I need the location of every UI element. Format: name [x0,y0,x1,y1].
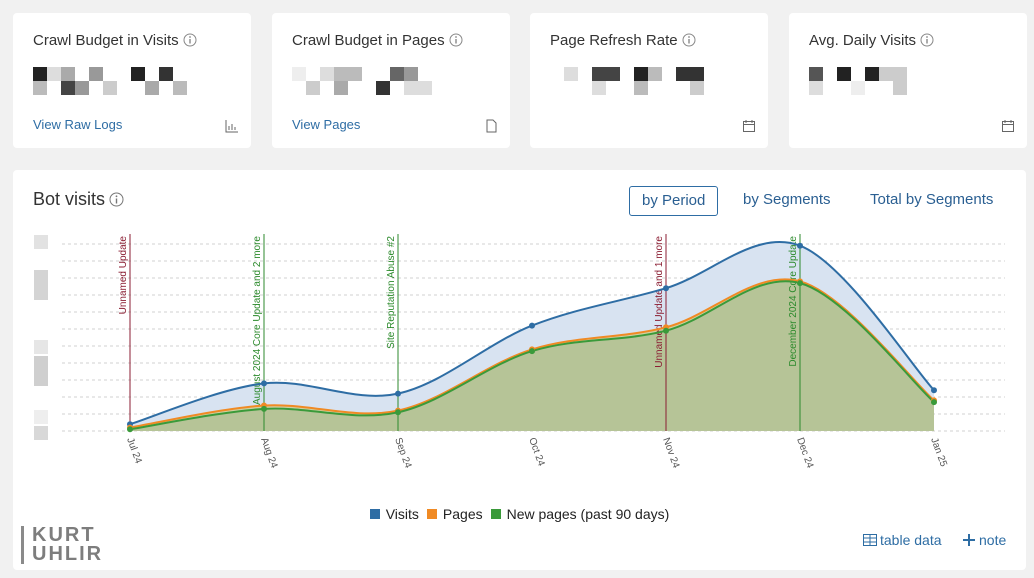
point [261,405,267,412]
legend-swatch [490,509,501,519]
card: Page Refresh Rate [530,13,768,148]
point [529,322,535,329]
tab[interactable]: by Segments [743,191,831,208]
blurred-y-labels [34,235,48,440]
chart: Unnamed Update August 2024 Core Update an… [34,234,1005,470]
info-icon[interactable] [449,33,463,47]
point [663,285,669,292]
tab[interactable]: Total by Segments [870,191,994,208]
point [395,390,401,397]
x-tick-label: Jan 25 [928,436,949,468]
card: Crawl Budget in Visits View Raw Logs [13,13,251,148]
info-icon[interactable] [183,33,197,47]
card-title: Avg. Daily Visits [809,32,934,49]
card-title: Page Refresh Rate [550,32,696,49]
legend-label: New pages (past 90 days) [506,506,670,522]
annotation-label: Unnamed Update [118,236,129,315]
x-tick-label: Oct 24 [526,436,547,468]
x-tick-label: Nov 24 [660,436,681,470]
legend-swatch [426,509,437,519]
blurred-value [33,67,187,95]
chart-panel: Bot visits by Period by Segments Total b… [13,170,1026,570]
x-tick-label: Dec 24 [794,436,815,470]
watermark-line: KURT [32,524,96,546]
legend-item[interactable]: Pages [426,506,483,522]
info-icon[interactable] [109,192,124,207]
legend-item[interactable]: New pages (past 90 days) [490,506,670,522]
card-title-text: Page Refresh Rate [550,32,678,49]
card-link[interactable]: View Pages [292,117,361,132]
legend-swatch [369,509,380,519]
blurred-value [292,67,432,95]
legend-item[interactable]: Visits [369,506,419,522]
point [663,327,669,334]
blurred-value [564,67,704,95]
area [130,281,934,431]
point [395,409,401,416]
point [931,399,937,406]
blurred-value [809,67,907,95]
annotation-label: Unnamed Update and 1 more [654,236,665,368]
chart-icon[interactable] [225,119,239,133]
legend-label: Pages [442,506,483,522]
note-button[interactable]: note [963,532,1006,548]
point [127,426,133,433]
legend-label: Visits [385,506,419,522]
point [261,380,267,387]
page-icon[interactable] [484,119,498,133]
card-title-text: Crawl Budget in Pages [292,32,445,49]
annotation-label: August 2024 Core Update and 2 more [252,236,263,405]
plus-icon [963,534,975,546]
action-text: note [979,532,1007,548]
watermark-line: UHLIR [32,543,104,565]
point [931,387,937,394]
card: Avg. Daily Visits [789,13,1027,148]
x-tick-label: Aug 24 [258,436,279,470]
card-link[interactable]: View Raw Logs [33,117,123,132]
annotation-label: December 2024 Core Update [788,236,799,367]
annotation-label: Site Reputation Abuse #2 [386,236,397,349]
panel-title-text: Bot visits [33,189,106,209]
card-title-text: Crawl Budget in Visits [33,32,179,49]
x-tick-label: Jul 24 [124,436,144,465]
card-title: Crawl Budget in Visits [33,32,197,49]
table-data-button[interactable]: table data [863,532,942,548]
info-icon[interactable] [920,33,934,47]
action-text: table data [880,532,942,548]
point [797,242,803,249]
legend: Visits Pages New pages (past 90 days) [13,506,1026,522]
point [529,348,535,355]
tab[interactable]: by Period [629,186,719,216]
x-tick-label: Sep 24 [392,436,413,470]
card: Crawl Budget in Pages View Pages [272,13,510,148]
panel-title: Bot visits [33,189,124,210]
table-icon [863,534,877,546]
point [797,280,803,287]
watermark: KURT UHLIR [21,524,104,565]
card-title-text: Avg. Daily Visits [809,32,916,49]
calendar-icon[interactable] [1001,119,1015,133]
card-title: Crawl Budget in Pages [292,32,463,49]
calendar-icon[interactable] [742,119,756,133]
info-icon[interactable] [682,33,696,47]
